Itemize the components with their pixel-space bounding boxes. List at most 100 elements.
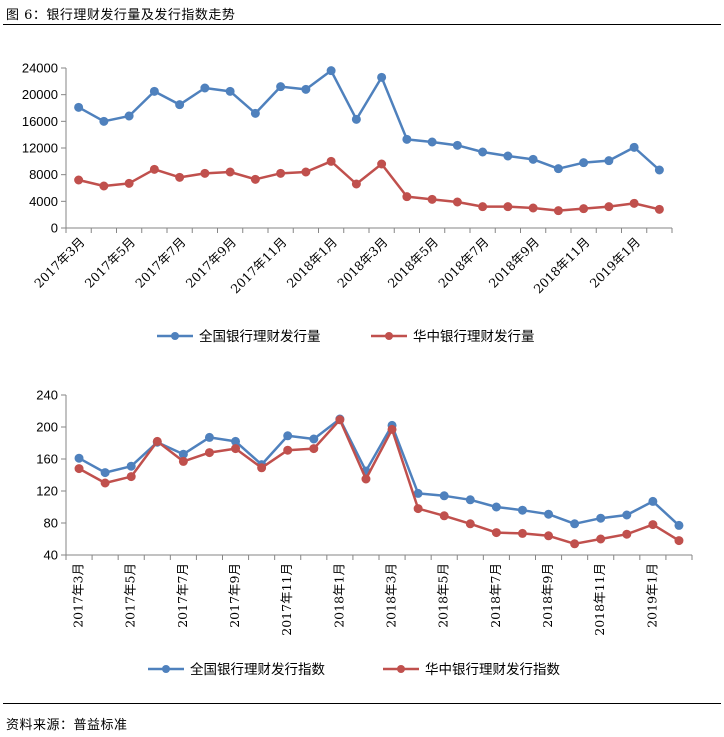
legend-label: 华中银行理财发行量 <box>413 329 535 345</box>
data-point-1 <box>544 509 554 519</box>
data-point-2 <box>648 520 658 530</box>
data-point-1 <box>283 431 293 441</box>
data-point-2 <box>351 179 361 189</box>
series-line-2 <box>78 160 660 212</box>
data-point-2 <box>200 168 210 178</box>
data-point-1 <box>604 156 614 166</box>
data-point-1 <box>674 520 684 530</box>
data-point-1 <box>326 66 336 76</box>
figure-title: 图 6：银行理财发行量及发行指数走势 <box>6 8 236 23</box>
series-line-1 <box>78 417 680 527</box>
data-point-2 <box>654 204 664 214</box>
y-tick-label: 40 <box>44 548 58 563</box>
data-point-2 <box>622 529 632 539</box>
x-tick-label: 2017年5月 <box>123 563 138 628</box>
data-point-2 <box>528 203 538 213</box>
data-point-2 <box>361 474 371 484</box>
data-point-1 <box>553 164 563 174</box>
y-tick-label: 200 <box>36 420 58 435</box>
legend-label: 全国银行理财发行量 <box>199 328 321 345</box>
data-point-2 <box>257 463 267 473</box>
data-point-2 <box>276 168 286 178</box>
y-tick-label: 8000 <box>29 167 58 182</box>
data-point-2 <box>387 424 397 434</box>
issuance-volume-chart: 040008000120001600020000240002017年3月2017… <box>22 61 673 345</box>
data-point-2 <box>553 206 563 216</box>
x-tick-label: 2019年1月 <box>644 563 659 628</box>
data-point-2 <box>402 192 412 202</box>
x-tick-label: 2018年9月 <box>540 563 555 628</box>
legend-marker <box>162 665 170 673</box>
data-point-2 <box>204 448 214 458</box>
x-tick-label: 2018年5月 <box>436 563 451 628</box>
data-point-1 <box>74 102 84 112</box>
top-rule <box>3 24 721 25</box>
data-point-1 <box>204 432 214 442</box>
y-tick-label: 120 <box>36 484 58 499</box>
data-point-1 <box>622 510 632 520</box>
data-point-2 <box>413 504 423 514</box>
y-tick-label: 160 <box>36 452 58 467</box>
data-point-1 <box>491 502 501 512</box>
data-point-1 <box>654 165 664 175</box>
data-point-1 <box>439 491 449 501</box>
x-tick-label: 2018年1月 <box>284 234 340 290</box>
x-tick-label: 2018年3月 <box>384 563 399 628</box>
y-tick-label: 0 <box>51 221 58 236</box>
legend-marker <box>385 332 393 340</box>
x-tick-label: 2018年7月 <box>488 563 503 628</box>
x-tick-label: 2017年3月 <box>71 563 86 628</box>
data-point-2 <box>124 178 134 188</box>
data-point-2 <box>74 464 84 474</box>
data-point-2 <box>100 478 110 488</box>
data-point-1 <box>225 86 235 96</box>
data-point-2 <box>231 444 241 454</box>
y-tick-label: 20000 <box>22 87 58 102</box>
data-point-2 <box>175 172 185 182</box>
data-point-1 <box>351 114 361 124</box>
x-tick-label: 2017年3月 <box>31 234 87 290</box>
data-point-1 <box>377 72 387 82</box>
data-point-1 <box>200 83 210 93</box>
data-point-1 <box>402 134 412 144</box>
data-point-2 <box>452 197 462 207</box>
data-point-2 <box>74 175 84 185</box>
data-point-2 <box>99 181 109 191</box>
data-point-2 <box>517 528 527 538</box>
series-line-1 <box>78 69 661 171</box>
data-point-1 <box>596 513 606 523</box>
data-point-1 <box>309 434 319 444</box>
data-point-1 <box>570 519 580 529</box>
data-point-1 <box>100 468 110 478</box>
x-tick-label: 2018年3月 <box>334 234 390 290</box>
data-point-2 <box>152 436 162 446</box>
data-point-2 <box>309 444 319 454</box>
data-point-1 <box>528 154 538 164</box>
data-point-1 <box>629 142 639 152</box>
data-point-1 <box>99 116 109 126</box>
data-point-2 <box>225 167 235 177</box>
data-point-1 <box>124 111 134 121</box>
y-tick-label: 24000 <box>22 61 58 76</box>
data-point-2 <box>674 536 684 546</box>
bottom-rule <box>3 703 721 704</box>
data-point-2 <box>335 415 345 425</box>
data-point-2 <box>465 519 475 529</box>
legend-label: 华中银行理财发行指数 <box>425 662 560 678</box>
data-point-2 <box>326 156 336 166</box>
data-point-2 <box>503 202 513 212</box>
data-point-2 <box>301 167 311 177</box>
data-point-2 <box>604 202 614 212</box>
data-point-1 <box>465 495 475 505</box>
x-tick-label: 2017年7月 <box>132 234 188 290</box>
data-point-1 <box>503 151 513 161</box>
data-point-1 <box>175 100 185 110</box>
series-line-2 <box>78 418 680 546</box>
data-point-2 <box>478 202 488 212</box>
x-tick-label: 2019年1月 <box>587 234 643 290</box>
data-point-2 <box>149 164 159 174</box>
data-point-1 <box>648 496 658 506</box>
data-point-1 <box>579 158 589 168</box>
x-tick-label: 2017年7月 <box>175 563 190 628</box>
data-point-1 <box>452 140 462 150</box>
